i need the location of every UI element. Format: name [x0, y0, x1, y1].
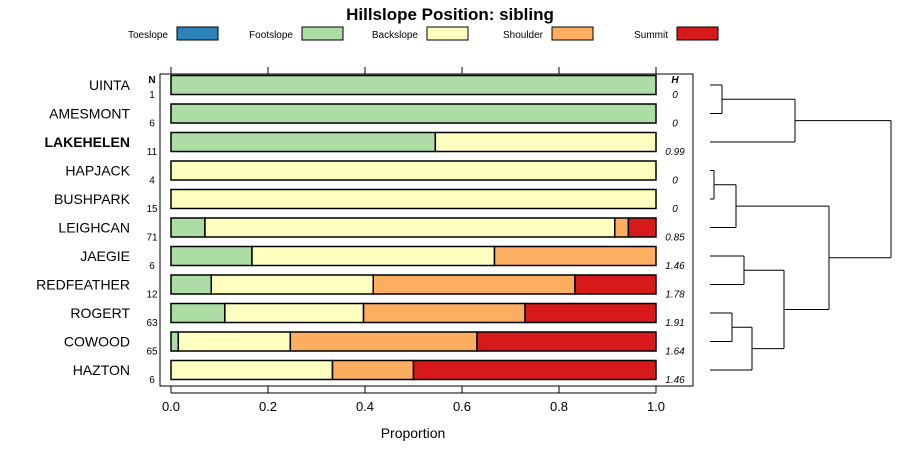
legend: Toeslope Footslope Backslope Shoulder Summit — [128, 26, 719, 41]
n-header: N — [148, 75, 155, 86]
bar-segment-redfeather-footslope — [170, 274, 213, 295]
x-tick-label: 0.2 — [259, 399, 277, 414]
row-label-amesmont: AMESMONT — [49, 106, 130, 122]
h-value-rogert: 1.91 — [665, 318, 684, 329]
bar-segment-uinta-footslope — [170, 74, 657, 96]
bar-segment-amesmont-footslope — [170, 103, 657, 124]
x-tick-label: 0.0 — [162, 399, 180, 414]
x-tick-label: 0.6 — [453, 399, 471, 414]
h-value-redfeather: 1.78 — [665, 290, 685, 301]
bars — [170, 74, 657, 381]
n-value-cowood: 65 — [146, 347, 158, 358]
h-value-amesmont: 0 — [672, 119, 678, 130]
bar-segment-cowood-shoulder — [289, 331, 478, 352]
bar-segment-redfeather-backslope — [210, 274, 374, 295]
row-label-hazton: HAZTON — [73, 362, 130, 378]
h-value-lakehelen: 0.99 — [665, 147, 685, 158]
n-value-uinta: 1 — [149, 90, 155, 101]
row-labels: UINTA 1 0 AMESMONT 6 0 LAKEHELEN 11 0.99 HAPJACK 4… — [36, 77, 685, 386]
x-axis: 0.0 0.2 0.4 0.6 0.8 1.0 — [162, 67, 665, 414]
legend-label-toeslope: Toeslope — [128, 30, 168, 41]
bar-segment-redfeather-shoulder — [372, 274, 576, 295]
h-header: H — [671, 75, 679, 86]
x-tick-label: 0.8 — [550, 399, 568, 414]
row-label-bushpark: BUSHPARK — [54, 191, 131, 207]
chart-title: Hillslope Position: sibling — [346, 5, 554, 24]
h-value-leighcan: 0.85 — [665, 233, 685, 244]
bar-segment-rogert-shoulder — [362, 302, 526, 324]
n-value-redfeather: 12 — [146, 290, 158, 301]
legend-label-footslope: Footslope — [249, 30, 293, 41]
bar-segment-cowood-summit — [476, 331, 657, 352]
legend-swatch-summit — [676, 26, 719, 41]
bar-segment-leighcan-backslope — [204, 217, 616, 238]
bar-segment-bushpark-backslope — [170, 188, 657, 210]
legend-swatch-footslope — [301, 26, 344, 41]
bar-segment-jaegie-shoulder — [493, 245, 657, 267]
x-tick-label: 0.4 — [356, 399, 374, 414]
n-value-bushpark: 15 — [146, 204, 158, 215]
row-label-cowood: COWOOD — [64, 334, 130, 350]
bar-segment-jaegie-footslope — [170, 245, 253, 267]
row-label-leighcan: LEIGHCAN — [58, 220, 130, 236]
h-value-cowood: 1.64 — [665, 347, 685, 358]
row-label-rogert: ROGERT — [70, 305, 130, 321]
legend-swatch-toeslope — [176, 26, 219, 41]
h-value-uinta: 0 — [672, 90, 678, 101]
x-axis-title: Proportion — [381, 425, 446, 441]
h-value-hazton: 1.46 — [665, 375, 685, 386]
row-label-redfeather: REDFEATHER — [36, 277, 130, 293]
row-label-lakehelen: LAKEHELEN — [44, 134, 130, 150]
bar-segment-leighcan-shoulder — [614, 217, 630, 238]
n-value-lakehelen: 11 — [147, 147, 158, 158]
legend-swatch-backslope — [426, 26, 469, 41]
n-value-amesmont: 6 — [149, 119, 155, 130]
bar-segment-hapjack-backslope — [170, 160, 657, 181]
bar-segment-hazton-shoulder — [331, 359, 415, 381]
bar-segment-hazton-backslope — [170, 359, 334, 381]
legend-label-backslope: Backslope — [372, 30, 419, 41]
legend-label-summit: Summit — [634, 30, 668, 41]
bar-segment-lakehelen-footslope — [170, 131, 437, 153]
bar-segment-cowood-backslope — [177, 331, 292, 352]
bar-segment-rogert-summit — [524, 302, 657, 324]
bar-segment-lakehelen-backslope — [434, 131, 657, 153]
bar-segment-hazton-summit — [412, 359, 657, 381]
dendrogram — [710, 84, 892, 371]
row-label-uinta: UINTA — [89, 77, 131, 93]
n-value-leighcan: 71 — [146, 233, 158, 244]
bar-segment-leighcan-summit — [627, 217, 657, 238]
row-label-jaegie: JAEGIE — [80, 248, 130, 264]
bar-segment-jaegie-backslope — [251, 245, 496, 267]
h-value-hapjack: 0 — [672, 176, 678, 187]
legend-swatch-shoulder — [551, 26, 594, 41]
legend-label-shoulder: Shoulder — [503, 30, 544, 41]
n-value-jaegie: 6 — [149, 261, 155, 272]
row-label-hapjack: HAPJACK — [65, 163, 130, 179]
x-tick-label: 1.0 — [647, 399, 665, 414]
bar-segment-rogert-backslope — [224, 302, 365, 324]
bar-segment-rogert-footslope — [170, 302, 226, 324]
n-value-hazton: 6 — [149, 375, 155, 386]
bar-segment-redfeather-summit — [574, 274, 657, 295]
bar-segment-leighcan-footslope — [170, 217, 206, 238]
bar-segment-cowood-footslope — [170, 331, 180, 352]
h-value-jaegie: 1.46 — [665, 261, 685, 272]
n-value-rogert: 63 — [146, 318, 158, 329]
n-value-hapjack: 4 — [149, 176, 155, 187]
h-value-bushpark: 0 — [672, 204, 678, 215]
